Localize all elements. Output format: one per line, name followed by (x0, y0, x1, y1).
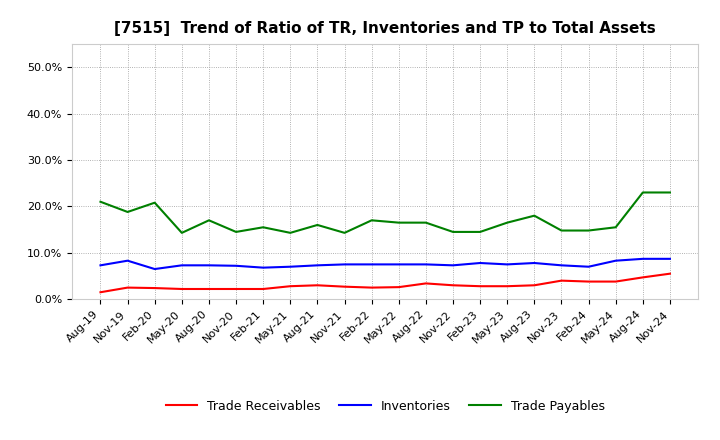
Inventories (530, 260, 539, 266)
Trade Payables (204, 218, 213, 223)
Trade Payables (530, 213, 539, 218)
Inventories (232, 263, 240, 268)
Trade Receivables (503, 283, 511, 289)
Inventories (204, 263, 213, 268)
Legend: Trade Receivables, Inventories, Trade Payables: Trade Receivables, Inventories, Trade Pa… (161, 395, 610, 418)
Line: Trade Receivables: Trade Receivables (101, 274, 670, 292)
Trade Payables (476, 229, 485, 235)
Trade Payables (178, 230, 186, 235)
Trade Payables (611, 225, 620, 230)
Trade Receivables (611, 279, 620, 284)
Line: Inventories: Inventories (101, 259, 670, 269)
Trade Payables (503, 220, 511, 225)
Inventories (123, 258, 132, 263)
Trade Payables (367, 218, 376, 223)
Trade Payables (584, 228, 593, 233)
Trade Receivables (367, 285, 376, 290)
Trade Receivables (421, 281, 430, 286)
Trade Receivables (259, 286, 268, 292)
Inventories (96, 263, 105, 268)
Inventories (665, 256, 674, 261)
Inventories (611, 258, 620, 263)
Trade Payables (395, 220, 403, 225)
Inventories (367, 262, 376, 267)
Trade Receivables (123, 285, 132, 290)
Inventories (341, 262, 349, 267)
Trade Receivables (557, 278, 566, 283)
Inventories (178, 263, 186, 268)
Inventories (557, 263, 566, 268)
Trade Receivables (232, 286, 240, 292)
Inventories (286, 264, 294, 269)
Trade Payables (96, 199, 105, 205)
Inventories (503, 262, 511, 267)
Trade Payables (557, 228, 566, 233)
Trade Receivables (150, 286, 159, 291)
Title: [7515]  Trend of Ratio of TR, Inventories and TP to Total Assets: [7515] Trend of Ratio of TR, Inventories… (114, 21, 656, 36)
Trade Receivables (341, 284, 349, 290)
Trade Payables (639, 190, 647, 195)
Trade Receivables (639, 275, 647, 280)
Inventories (395, 262, 403, 267)
Trade Payables (421, 220, 430, 225)
Trade Payables (232, 229, 240, 235)
Trade Receivables (584, 279, 593, 284)
Inventories (476, 260, 485, 266)
Trade Receivables (449, 282, 457, 288)
Line: Trade Payables: Trade Payables (101, 192, 670, 233)
Trade Receivables (178, 286, 186, 292)
Trade Payables (341, 230, 349, 235)
Trade Payables (259, 225, 268, 230)
Trade Payables (313, 222, 322, 227)
Trade Payables (286, 230, 294, 235)
Trade Receivables (286, 283, 294, 289)
Inventories (313, 263, 322, 268)
Trade Receivables (313, 282, 322, 288)
Inventories (421, 262, 430, 267)
Trade Receivables (395, 285, 403, 290)
Trade Receivables (204, 286, 213, 292)
Trade Receivables (476, 283, 485, 289)
Trade Payables (449, 229, 457, 235)
Inventories (259, 265, 268, 270)
Trade Payables (150, 200, 159, 205)
Trade Receivables (530, 282, 539, 288)
Inventories (639, 256, 647, 261)
Inventories (150, 266, 159, 271)
Inventories (449, 263, 457, 268)
Trade Payables (123, 209, 132, 215)
Inventories (584, 264, 593, 269)
Trade Receivables (96, 290, 105, 295)
Trade Payables (665, 190, 674, 195)
Trade Receivables (665, 271, 674, 276)
